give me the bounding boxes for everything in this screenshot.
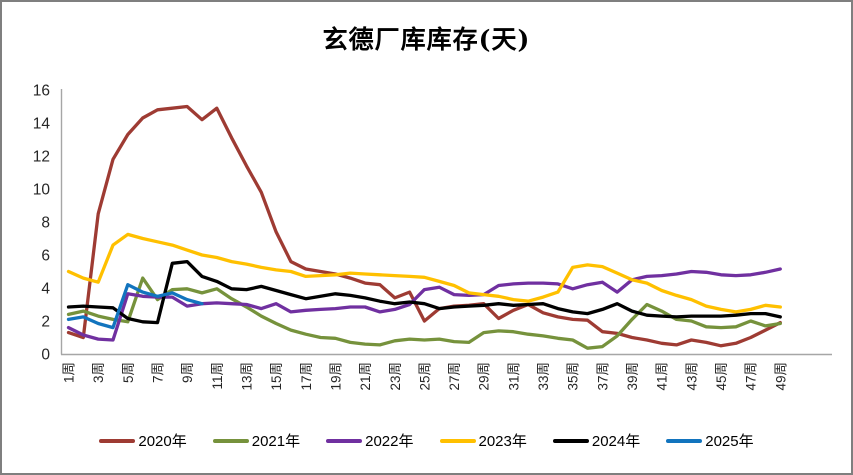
x-tick-label: 43周 (684, 362, 699, 391)
x-tick-label: 33周 (536, 362, 551, 391)
x-tick-label: 27周 (447, 362, 462, 391)
x-tick-label: 17周 (299, 362, 314, 391)
y-tick-label: 8 (41, 215, 50, 232)
legend-label-2024年: 2024年 (591, 433, 641, 450)
y-tick-label: 0 (41, 347, 50, 364)
series-line-2021年 (66, 276, 782, 350)
y-tick-label: 6 (41, 248, 50, 265)
x-tick-label: 45周 (714, 362, 729, 391)
x-tick-label: 13周 (239, 362, 254, 391)
y-tick-label: 12 (33, 149, 50, 166)
legend-label-2021年: 2021年 (251, 433, 301, 450)
x-tick-label: 1周 (62, 362, 77, 383)
y-tick-label: 10 (33, 182, 51, 199)
x-tick-label: 29周 (477, 362, 492, 391)
legend: 2020年 2021年 2022年 2023年 2024年 2025年 (2, 430, 851, 451)
x-tick-label: 3周 (91, 362, 106, 383)
x-tick-label: 11周 (210, 362, 225, 390)
legend-label-2025年: 2025年 (705, 433, 754, 450)
series-line-2025年 (66, 283, 204, 330)
legend-item-2023年: 2023年 (439, 430, 527, 451)
x-tick-label: 35周 (566, 362, 581, 391)
x-tick-label: 31周 (506, 362, 521, 391)
y-tick-label: 4 (41, 281, 50, 298)
x-tick-label: 9周 (180, 362, 195, 383)
legend-swatch-2020年 (99, 438, 136, 443)
legend-swatch-2023年 (439, 438, 476, 443)
legend-swatch-2021年 (212, 438, 249, 443)
x-tick-label: 47周 (744, 362, 759, 391)
x-tick-label: 15周 (269, 362, 284, 391)
legend-item-2020年: 2020年 (99, 430, 187, 451)
legend-swatch-2024年 (552, 438, 589, 443)
chart-title: 玄德厂库库存(天) (322, 25, 531, 54)
legend-label-2020年: 2020年 (138, 433, 187, 450)
x-tick-label: 41周 (655, 362, 670, 391)
series-line-2023年 (66, 232, 782, 314)
x-tick-label: 49周 (773, 362, 788, 391)
legend-item-2025年: 2025年 (666, 430, 754, 451)
x-tick-label: 25周 (417, 362, 432, 391)
x-tick-label: 37周 (595, 362, 610, 391)
legend-item-2022年: 2022年 (326, 430, 414, 451)
legend-label-2023年: 2023年 (478, 433, 527, 450)
y-tick-label: 16 (33, 83, 50, 100)
legend-swatch-2022年 (326, 438, 363, 443)
legend-swatch-2025年 (666, 438, 703, 443)
x-tick-label: 5周 (121, 362, 136, 383)
x-tick-label: 23周 (388, 362, 403, 391)
legend-item-2024年: 2024年 (552, 430, 641, 451)
series-line-2024年 (66, 259, 782, 325)
series-line-2020年 (66, 104, 782, 348)
x-tick-label: 39周 (625, 362, 640, 391)
x-tick-label: 7周 (150, 362, 165, 383)
legend-label-2022年: 2022年 (365, 433, 414, 450)
x-tick-label: 19周 (328, 362, 343, 391)
series-line-2022年 (66, 267, 782, 342)
y-tick-label: 2 (41, 314, 50, 331)
legend-item-2021年: 2021年 (212, 430, 301, 451)
x-tick-label: 21周 (358, 362, 373, 391)
y-tick-label: 14 (33, 116, 51, 133)
